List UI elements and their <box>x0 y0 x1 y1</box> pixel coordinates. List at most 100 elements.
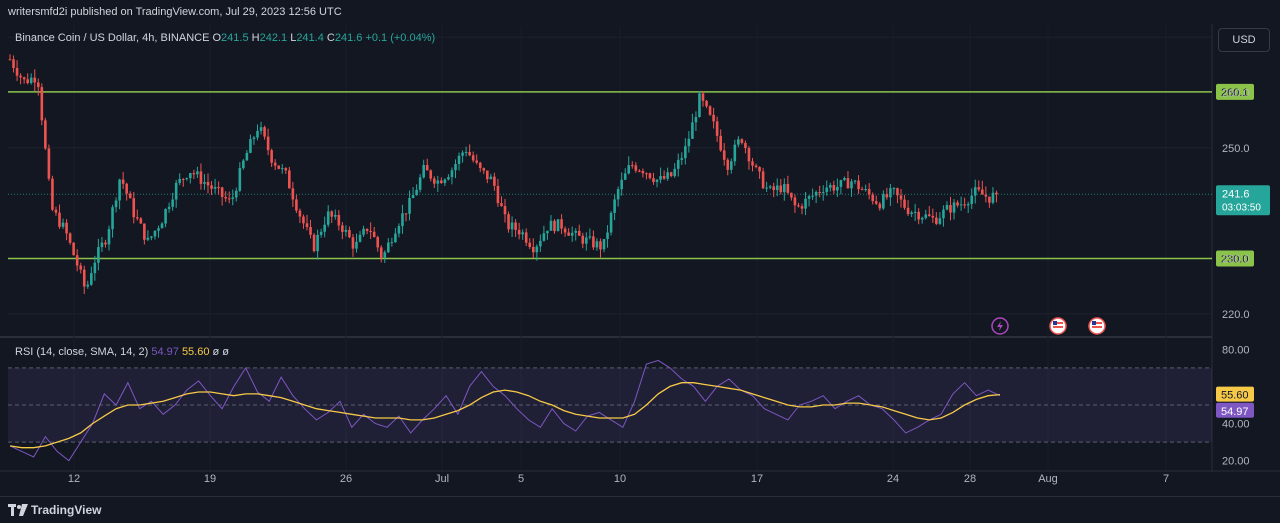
footer: TradingView <box>0 496 1280 523</box>
candle-body <box>372 231 376 238</box>
candle-body <box>751 161 754 166</box>
candle-body <box>623 173 627 180</box>
candle-body <box>12 59 15 69</box>
candle-body <box>687 138 691 147</box>
candle-body <box>351 237 355 249</box>
candle-body <box>305 223 309 228</box>
candle-body <box>952 202 956 213</box>
flag-stripe <box>1092 326 1102 328</box>
candle-body <box>135 217 139 219</box>
candle-body <box>691 122 694 139</box>
time-tick-label: 19 <box>204 473 216 485</box>
candle-body <box>843 178 846 181</box>
candle-body <box>567 232 570 236</box>
chart-canvas[interactable]: 260.1 230.0 241.6 03:03:50 270.0260.0250.02… <box>0 24 1280 496</box>
candle-body <box>899 195 903 200</box>
rsi-value-label[interactable]: 54.97 <box>1221 406 1249 418</box>
rsi-line <box>9 359 1001 462</box>
candle-body <box>19 75 22 78</box>
candle-body <box>754 165 758 168</box>
candle-body <box>468 152 471 156</box>
sma-value-label[interactable]: 55.60 <box>1221 390 1249 402</box>
close-label: C <box>326 32 335 44</box>
candle-body <box>761 171 765 189</box>
candle-body <box>93 262 97 274</box>
current-price-label[interactable]: 241.6 <box>1222 188 1250 200</box>
candle-body <box>220 187 224 197</box>
lightning-glyph <box>997 321 1003 331</box>
candle-body <box>765 187 768 189</box>
candle-body <box>588 236 592 238</box>
candle-body <box>938 218 942 224</box>
rsi-axis[interactable]: 80.00 40.00 20.00 55.60 54.97 <box>1216 344 1254 468</box>
candle-body <box>422 164 425 178</box>
candle-body <box>390 242 394 244</box>
candle-body <box>652 178 655 182</box>
candle-body <box>36 82 40 88</box>
candle-body <box>648 173 652 179</box>
candle-body <box>680 158 684 160</box>
rsi-legend-title: RSI (14, close, SMA, 14, 2) <box>15 346 149 358</box>
candle-body <box>864 189 867 191</box>
rsi-legend-sma: 55.60 <box>181 346 210 358</box>
level-badge[interactable] <box>1216 250 1254 267</box>
level-badge[interactable] <box>1216 83 1254 100</box>
candle-body <box>256 130 259 138</box>
candle-body <box>231 197 235 199</box>
candle-body <box>121 179 125 184</box>
candle-body <box>669 172 673 177</box>
candle-body <box>270 150 273 163</box>
rsi-tick-label: 80.00 <box>1222 344 1250 356</box>
candle-body <box>574 230 578 233</box>
candle-body <box>836 186 839 191</box>
candle-body <box>924 214 928 218</box>
tradingview-logo-icon <box>8 504 28 516</box>
candle-body <box>927 214 931 216</box>
flag-canton <box>1092 321 1096 325</box>
time-tick-label: Jul <box>435 473 449 485</box>
candle-body <box>500 203 503 207</box>
level-badge-label[interactable]: 260.1 <box>1221 87 1249 99</box>
candle-body <box>606 232 609 239</box>
candle-body <box>440 180 443 184</box>
candle-body <box>146 237 150 240</box>
candle-body <box>143 223 146 240</box>
candle-body <box>319 231 323 235</box>
level-badge-label[interactable]: 230.0 <box>1221 254 1249 266</box>
candle-body <box>341 225 344 232</box>
candle-body <box>524 232 528 243</box>
candle-body <box>401 213 404 227</box>
sma-value-badge[interactable] <box>1216 386 1254 402</box>
candle-body <box>443 179 447 184</box>
candle-body <box>72 242 75 256</box>
current-price-badge[interactable] <box>1216 185 1270 216</box>
candle-body <box>539 240 542 247</box>
candle-body <box>114 200 118 208</box>
candle-body <box>22 77 26 80</box>
time-tick-label: 12 <box>68 473 80 485</box>
candle-body <box>839 180 843 187</box>
candle-body <box>885 194 889 198</box>
candle-body <box>694 116 698 123</box>
candle-body <box>701 93 705 101</box>
candle-body <box>132 198 136 218</box>
candle-body <box>153 230 157 237</box>
footer-brand: TradingView <box>31 503 102 517</box>
currency-button[interactable]: USD <box>1218 28 1270 52</box>
candle-body <box>981 189 984 195</box>
candle-body <box>337 214 341 226</box>
candle-body <box>245 152 249 161</box>
candle-body <box>295 199 298 211</box>
candle-body <box>715 121 719 136</box>
candle-body <box>655 179 659 182</box>
event-markers[interactable] <box>991 317 1106 335</box>
rsi-value-badge[interactable] <box>1216 402 1254 418</box>
symbol-legend: Binance Coin / US Dollar, 4h, BINANCE O2… <box>15 32 435 44</box>
countdown-label[interactable]: 03:03:50 <box>1222 202 1261 213</box>
candle-body <box>362 228 365 235</box>
horizontal-levels[interactable]: 260.1 230.0 241.6 03:03:50 <box>8 83 1270 267</box>
time-axis[interactable]: 12 19 26 Jul 5 10 17 24 28 Aug 7 <box>68 473 1169 485</box>
candle-body <box>259 127 263 131</box>
candle-body <box>171 199 174 207</box>
